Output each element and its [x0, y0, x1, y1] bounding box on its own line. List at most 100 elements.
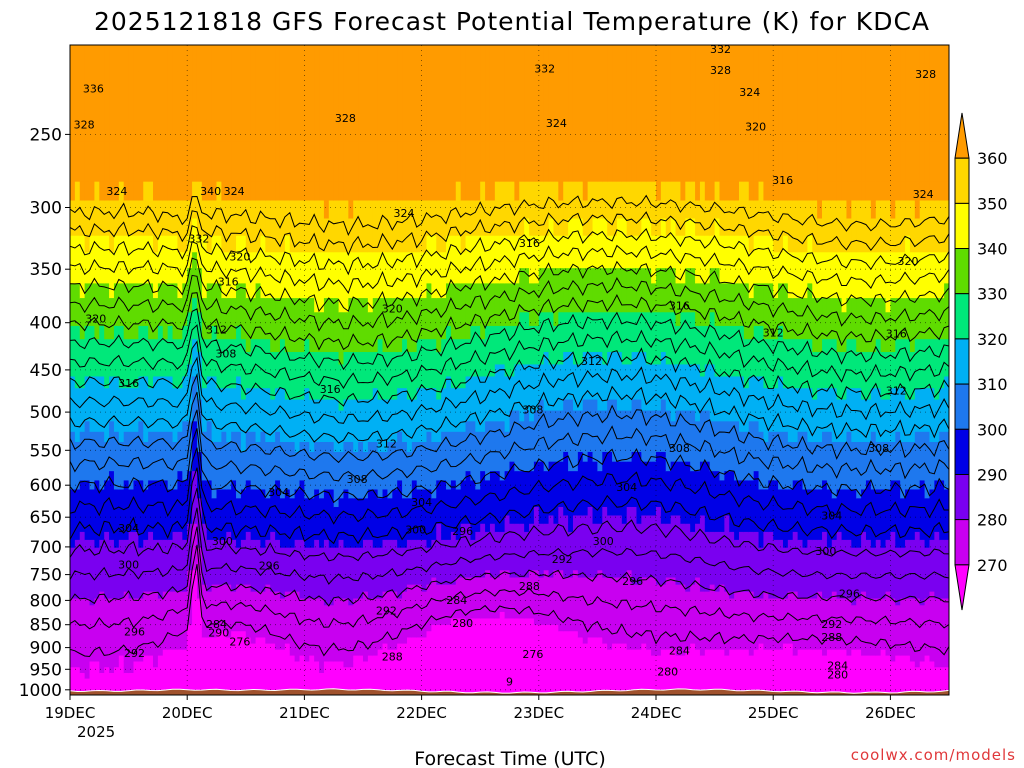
theta-cell: [231, 611, 237, 620]
theta-cell: [143, 388, 149, 401]
theta-cell: [460, 489, 467, 499]
theta-cell: [465, 442, 472, 453]
theta-cell: [421, 451, 428, 463]
theta-cell: [109, 421, 115, 433]
theta-cell: [382, 637, 389, 645]
theta-cell: [265, 611, 271, 620]
theta-cell: [187, 141, 193, 163]
theta-cell: [343, 506, 349, 517]
theta-cell: [358, 667, 364, 674]
theta-cell: [446, 570, 452, 579]
theta-cell: [187, 591, 193, 600]
theta-cell: [309, 480, 315, 491]
theta-cell: [465, 506, 472, 517]
theta-cell: [148, 352, 154, 366]
theta-cell: [123, 421, 130, 433]
theta-cell: [70, 555, 76, 564]
theta-cell: [416, 555, 423, 564]
theta-cell: [270, 442, 276, 453]
theta-cell: [294, 268, 301, 284]
theta-cell: [162, 471, 169, 482]
theta-cell: [138, 181, 144, 202]
theta-cell: [182, 376, 188, 389]
theta-cell: [79, 605, 86, 613]
theta-cell: [240, 661, 247, 668]
theta-cell: [353, 637, 359, 645]
theta-cell: [133, 637, 139, 645]
theta-cell: [387, 442, 393, 453]
theta-cell: [372, 325, 379, 340]
theta-cell: [153, 598, 159, 606]
theta-cell: [167, 421, 174, 433]
theta-cell: [387, 451, 393, 463]
theta-cell: [177, 643, 183, 651]
theta-cell: [113, 515, 120, 525]
theta-cell: [123, 489, 130, 499]
theta-cell: [157, 352, 164, 366]
theta-cell: [406, 399, 413, 412]
theta-cell: [416, 451, 423, 463]
theta-cell: [441, 325, 447, 340]
theta-cell: [221, 489, 227, 499]
theta-cell: [348, 421, 354, 433]
theta-cell: [138, 591, 144, 600]
theta-cell: [255, 283, 262, 299]
theta-cell: [226, 547, 232, 556]
theta-cell: [196, 200, 203, 220]
theta-cell: [99, 388, 105, 401]
theta-cell: [226, 618, 232, 626]
theta-cell: [109, 631, 115, 639]
theta-cell: [226, 624, 232, 632]
theta-cell: [226, 399, 232, 412]
theta-cell: [431, 684, 437, 691]
theta-cell: [201, 624, 208, 632]
theta-cell: [94, 684, 100, 691]
theta-cell: [426, 252, 432, 269]
theta-cell: [133, 431, 139, 443]
theta-cell: [397, 364, 403, 378]
theta-cell: [421, 489, 428, 499]
theta-cell: [333, 631, 340, 639]
theta-cell: [411, 649, 418, 657]
theta-cell: [94, 399, 100, 412]
theta-cell: [123, 570, 130, 579]
theta-cell: [431, 562, 437, 571]
theta-cell: [470, 181, 476, 202]
theta-cell: [84, 376, 91, 389]
theta-cell: [450, 325, 457, 340]
theta-cell: [84, 45, 91, 72]
theta-cell: [465, 618, 472, 626]
theta-cell: [177, 591, 183, 600]
theta-cell: [74, 547, 81, 556]
theta-cell: [470, 584, 476, 593]
theta-cell: [309, 235, 315, 253]
theta-cell: [250, 649, 257, 657]
theta-cell: [79, 235, 86, 253]
theta-cell: [240, 555, 247, 564]
theta-cell: [196, 71, 203, 97]
theta-cell: [206, 399, 213, 412]
theta-cell: [455, 325, 462, 340]
theta-cell: [113, 364, 120, 378]
theta-cell: [250, 555, 257, 564]
theta-cell: [250, 678, 257, 685]
theta-cell: [231, 218, 237, 237]
theta-cell: [304, 611, 310, 620]
theta-cell: [436, 312, 442, 327]
theta-cell: [284, 678, 291, 685]
theta-cell: [465, 410, 472, 422]
theta-cell: [363, 388, 369, 401]
theta-cell: [299, 539, 305, 549]
theta-cell: [279, 200, 286, 220]
theta-cell: [406, 119, 413, 142]
theta-cell: [79, 312, 86, 327]
theta-cell: [314, 489, 320, 499]
theta-cell: [348, 591, 354, 600]
theta-cell: [133, 649, 139, 657]
theta-cell: [216, 498, 222, 508]
theta-cell: [392, 661, 398, 668]
theta-cell: [314, 95, 320, 120]
theta-cell: [162, 661, 169, 668]
theta-cell: [275, 252, 281, 269]
theta-cell: [431, 141, 437, 163]
